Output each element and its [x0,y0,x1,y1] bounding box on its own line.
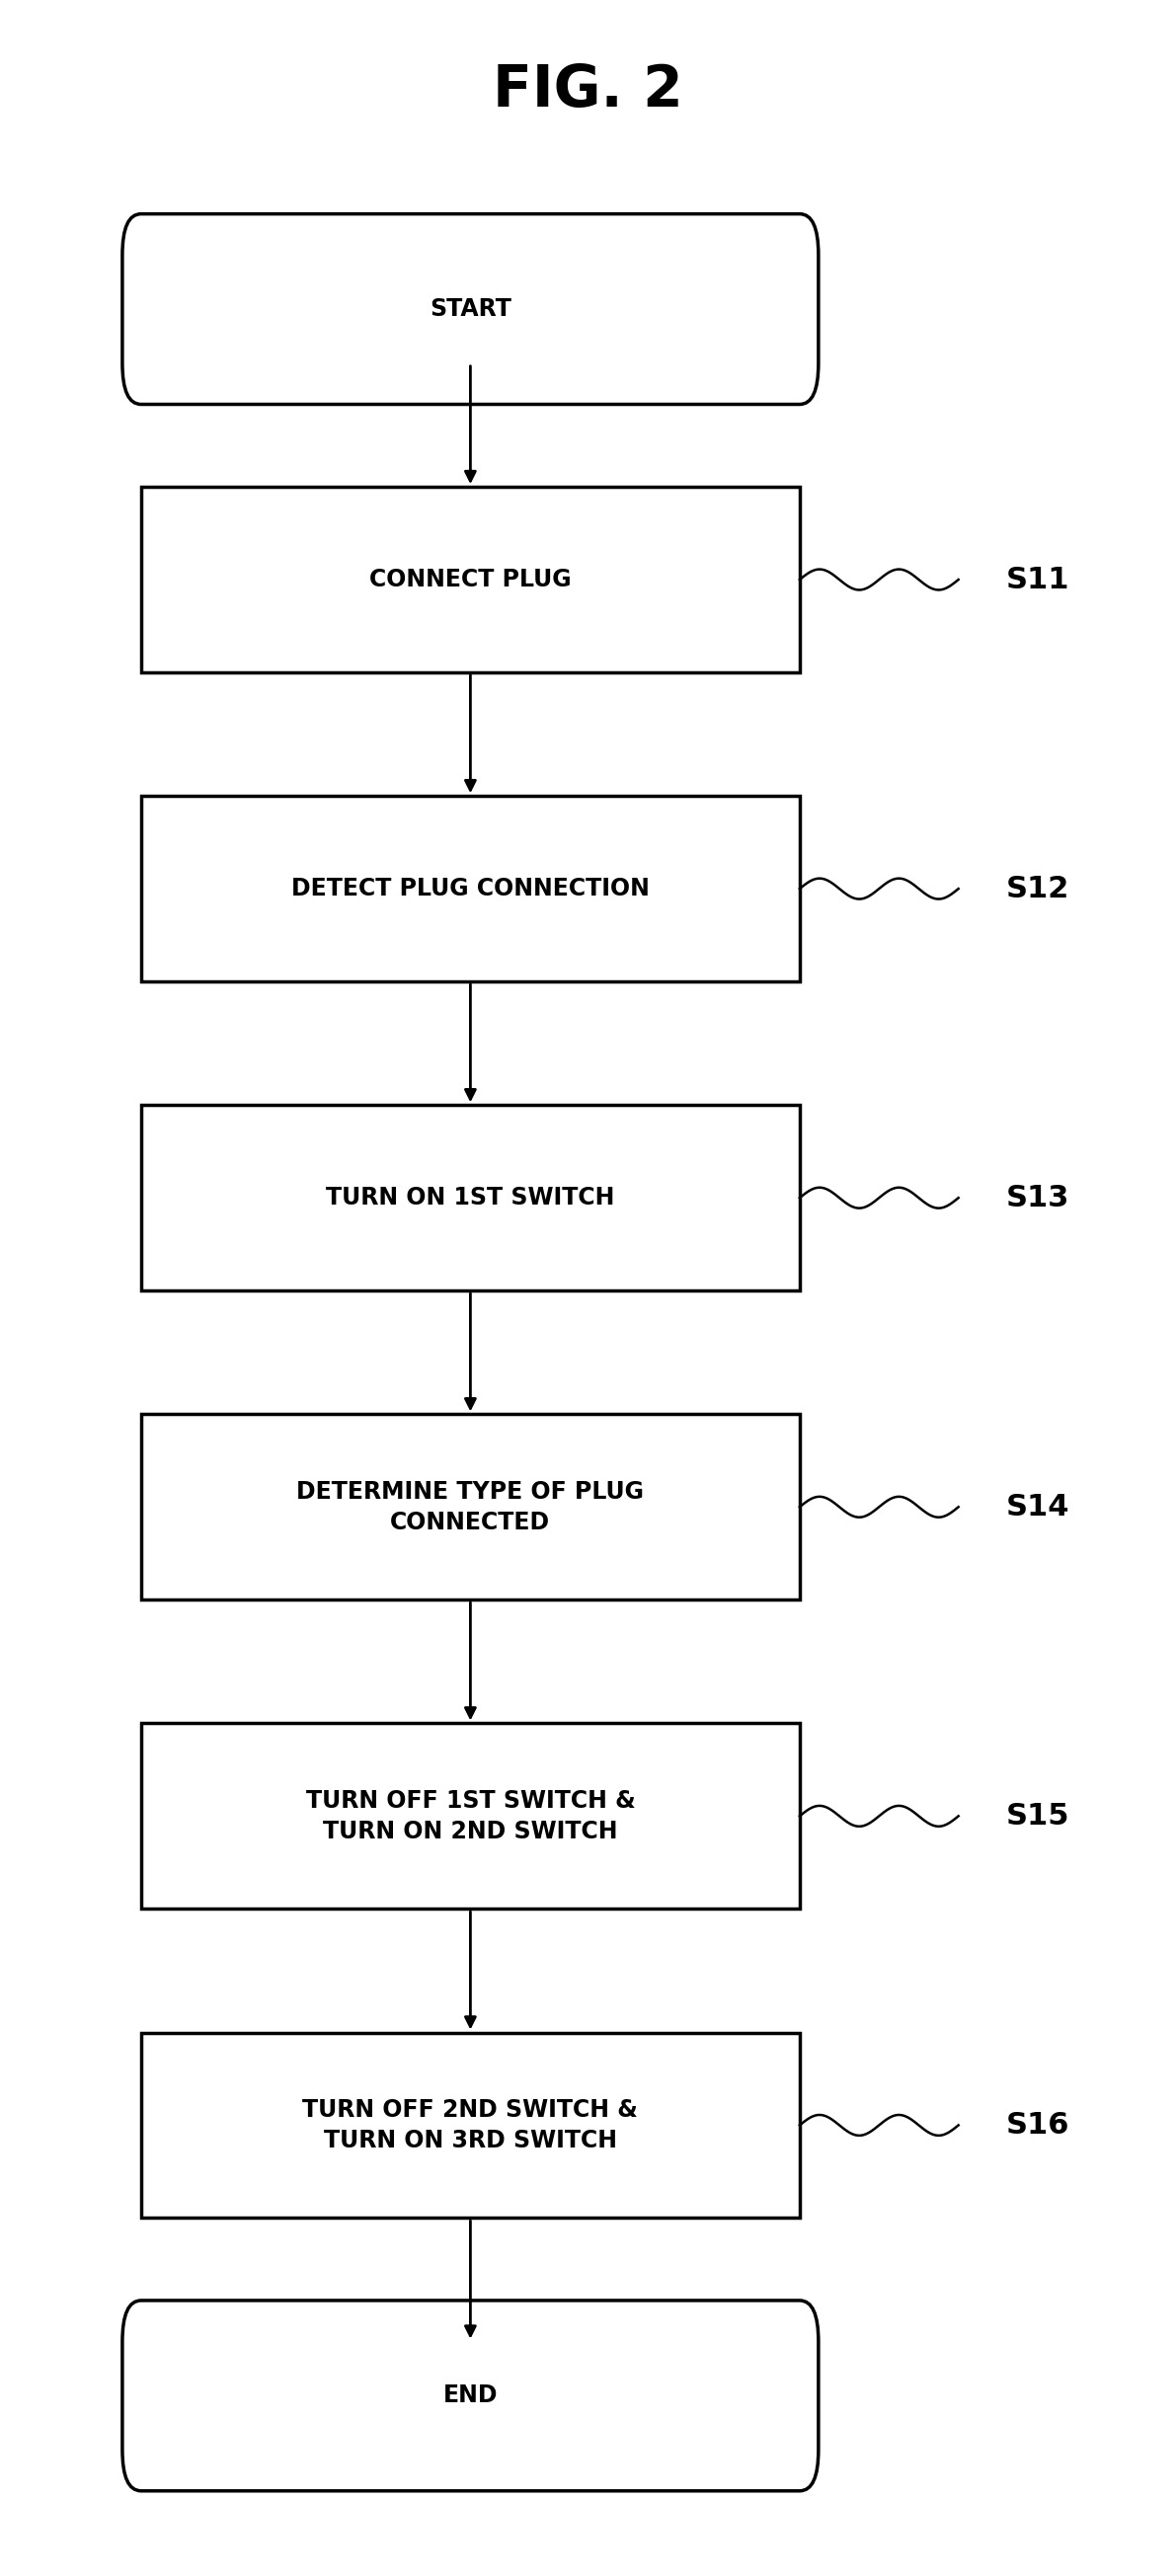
Text: FIG. 2: FIG. 2 [493,62,683,118]
Bar [141,487,800,672]
Bar [141,2032,800,2218]
Bar [141,1723,800,1909]
Text: S14: S14 [1005,1492,1069,1522]
Text: DETECT PLUG CONNECTION: DETECT PLUG CONNECTION [292,876,649,902]
Text: TURN OFF 1ST SWITCH &
TURN ON 2ND SWITCH: TURN OFF 1ST SWITCH & TURN ON 2ND SWITCH [306,1790,635,1842]
Text: CONNECT PLUG: CONNECT PLUG [369,567,572,592]
Text: S13: S13 [1005,1182,1069,1213]
FancyBboxPatch shape [122,2300,818,2491]
Text: TURN ON 1ST SWITCH: TURN ON 1ST SWITCH [326,1185,615,1211]
Text: TURN OFF 2ND SWITCH &
TURN ON 3RD SWITCH: TURN OFF 2ND SWITCH & TURN ON 3RD SWITCH [302,2099,639,2151]
Bar [141,796,800,981]
Text: END: END [443,2383,497,2409]
FancyBboxPatch shape [122,214,818,404]
Bar [141,1414,800,1600]
Text: DETERMINE TYPE OF PLUG
CONNECTED: DETERMINE TYPE OF PLUG CONNECTED [296,1481,644,1533]
Text: S11: S11 [1005,564,1069,595]
Bar [141,1105,800,1291]
Text: START: START [429,296,512,322]
Text: S16: S16 [1005,2110,1069,2141]
Text: S15: S15 [1005,1801,1069,1832]
Text: S12: S12 [1005,873,1069,904]
